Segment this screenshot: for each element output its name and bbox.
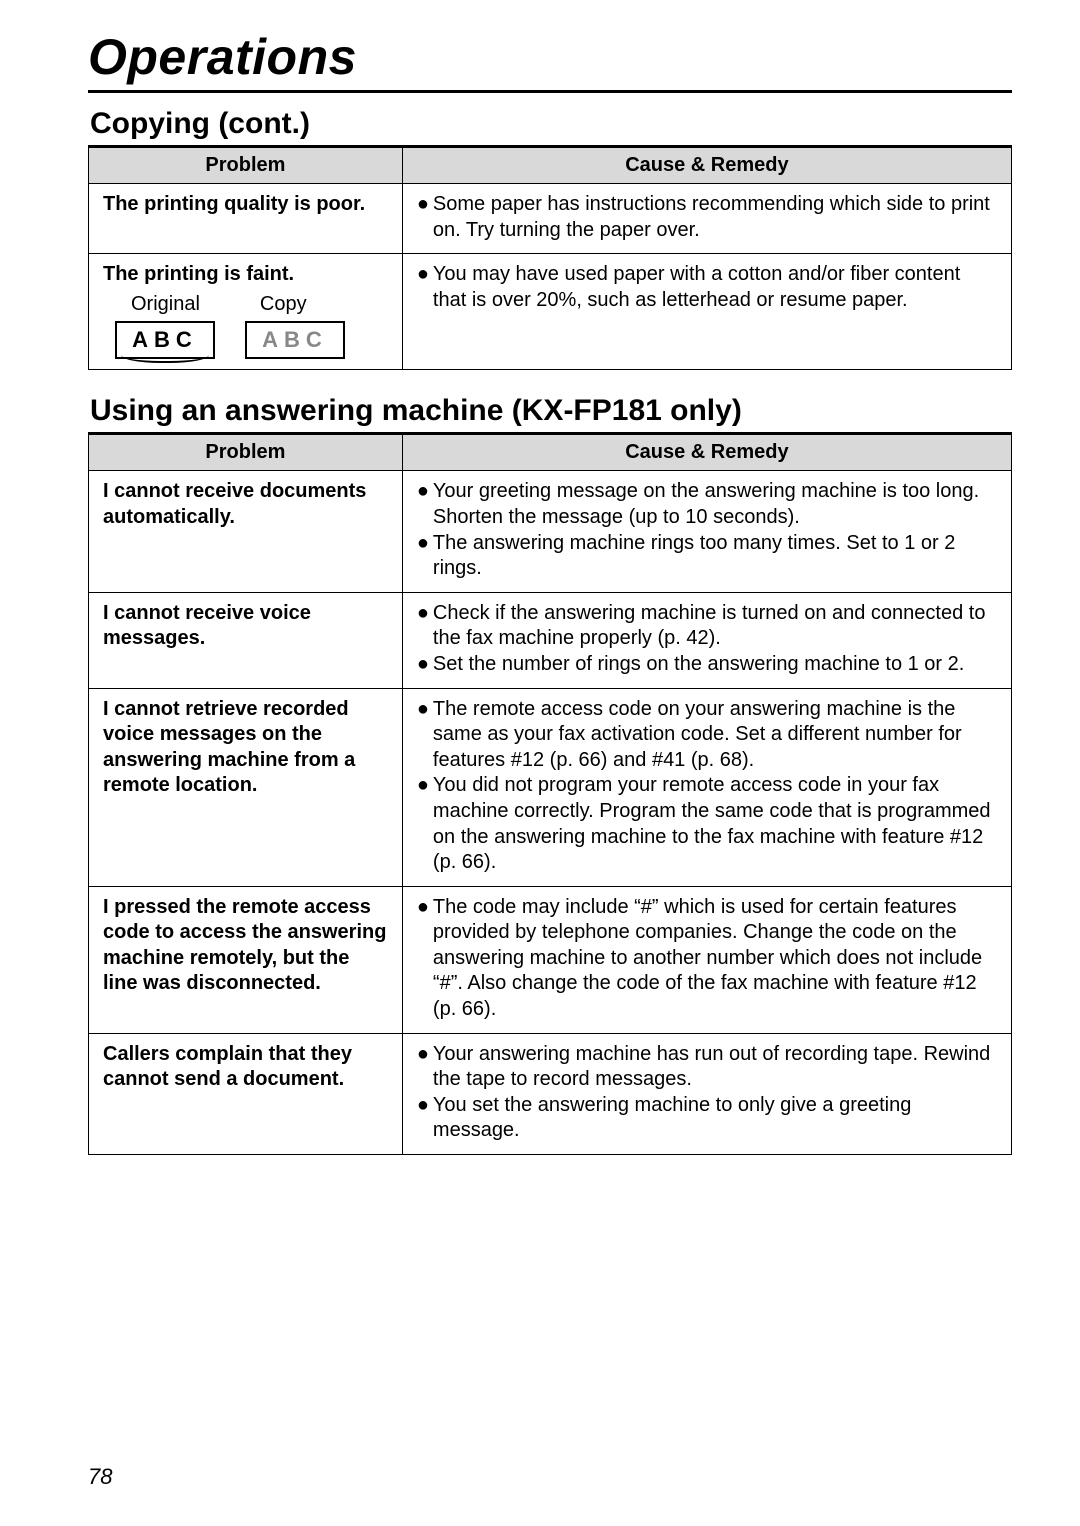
problem-text: The printing is faint. bbox=[103, 262, 388, 288]
bullet-dot-icon: ● bbox=[417, 697, 433, 774]
remedy-bullet: ●Your answering machine has run out of r… bbox=[417, 1042, 997, 1093]
remedy-text: Check if the answering machine is turned… bbox=[433, 601, 997, 652]
bullet-dot-icon: ● bbox=[417, 895, 433, 1023]
remedy-text: Your answering machine has run out of re… bbox=[433, 1042, 997, 1093]
remedy-bullet: ●You set the answering machine to only g… bbox=[417, 1093, 997, 1144]
section-title-answering: Using an answering machine (KX-FP181 onl… bbox=[90, 394, 1012, 428]
problem-cell: The printing quality is poor. bbox=[89, 184, 403, 254]
bullet-dot-icon: ● bbox=[417, 262, 433, 313]
bullet-dot-icon: ● bbox=[417, 479, 433, 530]
problem-text: I cannot receive voice messages. bbox=[103, 602, 311, 650]
problem-cell: I cannot retrieve recorded voice message… bbox=[89, 688, 403, 886]
bullet-dot-icon: ● bbox=[417, 773, 433, 875]
remedy-bullet: ●Check if the answering machine is turne… bbox=[417, 601, 997, 652]
bullet-dot-icon: ● bbox=[417, 1042, 433, 1093]
remedy-cell: ● Some paper has instructions recommendi… bbox=[402, 184, 1011, 254]
problem-text: I cannot retrieve recorded voice message… bbox=[103, 698, 355, 797]
abc-copy-text: ABC bbox=[262, 326, 328, 354]
remedy-text: You set the answering machine to only gi… bbox=[433, 1093, 997, 1144]
table-answering: Problem Cause & Remedy I cannot receive … bbox=[88, 434, 1012, 1155]
remedy-text: You may have used paper with a cotton an… bbox=[433, 262, 997, 313]
remedy-cell: ● You may have used paper with a cotton … bbox=[402, 254, 1011, 370]
col-header-remedy: Cause & Remedy bbox=[402, 148, 1011, 184]
remedy-bullet: ●Your greeting message on the answering … bbox=[417, 479, 997, 530]
abc-labels: Original Copy bbox=[131, 292, 388, 318]
col-header-problem: Problem bbox=[89, 435, 403, 471]
remedy-text: The answering machine rings too many tim… bbox=[433, 531, 997, 582]
table-row: I pressed the remote access code to acce… bbox=[89, 886, 1012, 1033]
table-row: I cannot receive documents automatically… bbox=[89, 471, 1012, 592]
remedy-bullet: ●The code may include “#” which is used … bbox=[417, 895, 997, 1023]
remedy-text: The remote access code on your answering… bbox=[433, 697, 997, 774]
problem-text: I cannot receive documents automatically… bbox=[103, 480, 366, 528]
bullet-dot-icon: ● bbox=[417, 652, 433, 678]
remedy-text: Some paper has instructions recommending… bbox=[433, 192, 997, 243]
table-row: I cannot retrieve recorded voice message… bbox=[89, 688, 1012, 886]
remedy-text: Set the number of rings on the answering… bbox=[433, 652, 964, 678]
section-title-copying: Copying (cont.) bbox=[90, 107, 1012, 141]
table-header-row: Problem Cause & Remedy bbox=[89, 435, 1012, 471]
col-header-problem: Problem bbox=[89, 148, 403, 184]
chapter-title: Operations bbox=[88, 28, 1012, 86]
problem-cell: I cannot receive voice messages. bbox=[89, 592, 403, 688]
bullet-dot-icon: ● bbox=[417, 192, 433, 243]
table-row: I cannot receive voice messages. ●Check … bbox=[89, 592, 1012, 688]
table-row: The printing quality is poor. ● Some pap… bbox=[89, 184, 1012, 254]
problem-text: I pressed the remote access code to acce… bbox=[103, 896, 386, 995]
remedy-bullet: ●You did not program your remote access … bbox=[417, 773, 997, 875]
remedy-bullet: ●The remote access code on your answerin… bbox=[417, 697, 997, 774]
remedy-cell: ●Check if the answering machine is turne… bbox=[402, 592, 1011, 688]
label-original: Original bbox=[131, 292, 200, 318]
problem-text: Callers complain that they cannot send a… bbox=[103, 1043, 352, 1091]
remedy-bullet: ●Set the number of rings on the answerin… bbox=[417, 652, 997, 678]
remedy-cell: ●The remote access code on your answerin… bbox=[402, 688, 1011, 886]
abc-original-text: ABC bbox=[132, 326, 198, 354]
table-copying: Problem Cause & Remedy The printing qual… bbox=[88, 147, 1012, 370]
label-copy: Copy bbox=[260, 292, 307, 318]
remedy-cell: ●Your greeting message on the answering … bbox=[402, 471, 1011, 592]
remedy-cell: ●Your answering machine has run out of r… bbox=[402, 1033, 1011, 1154]
problem-cell: Callers complain that they cannot send a… bbox=[89, 1033, 403, 1154]
bullet-dot-icon: ● bbox=[417, 601, 433, 652]
problem-cell: I pressed the remote access code to acce… bbox=[89, 886, 403, 1033]
remedy-text: Your greeting message on the answering m… bbox=[433, 479, 997, 530]
page-number: 78 bbox=[88, 1464, 112, 1490]
abc-underline-icon bbox=[121, 353, 209, 363]
remedy-bullet: ● Some paper has instructions recommendi… bbox=[417, 192, 997, 243]
remedy-cell: ●The code may include “#” which is used … bbox=[402, 886, 1011, 1033]
bullet-dot-icon: ● bbox=[417, 531, 433, 582]
problem-cell: The printing is faint. Original Copy ABC… bbox=[89, 254, 403, 370]
remedy-text: You did not program your remote access c… bbox=[433, 773, 997, 875]
title-rule bbox=[88, 90, 1012, 93]
remedy-bullet: ● You may have used paper with a cotton … bbox=[417, 262, 997, 313]
table-row: The printing is faint. Original Copy ABC… bbox=[89, 254, 1012, 370]
table-header-row: Problem Cause & Remedy bbox=[89, 148, 1012, 184]
abc-copy-box: ABC bbox=[245, 321, 345, 359]
abc-original-box: ABC bbox=[115, 321, 215, 359]
table-row: Callers complain that they cannot send a… bbox=[89, 1033, 1012, 1154]
bullet-dot-icon: ● bbox=[417, 1093, 433, 1144]
problem-text: The printing quality is poor. bbox=[103, 193, 365, 215]
col-header-remedy: Cause & Remedy bbox=[402, 435, 1011, 471]
remedy-bullet: ●The answering machine rings too many ti… bbox=[417, 531, 997, 582]
remedy-text: The code may include “#” which is used f… bbox=[433, 895, 997, 1023]
problem-cell: I cannot receive documents automatically… bbox=[89, 471, 403, 592]
